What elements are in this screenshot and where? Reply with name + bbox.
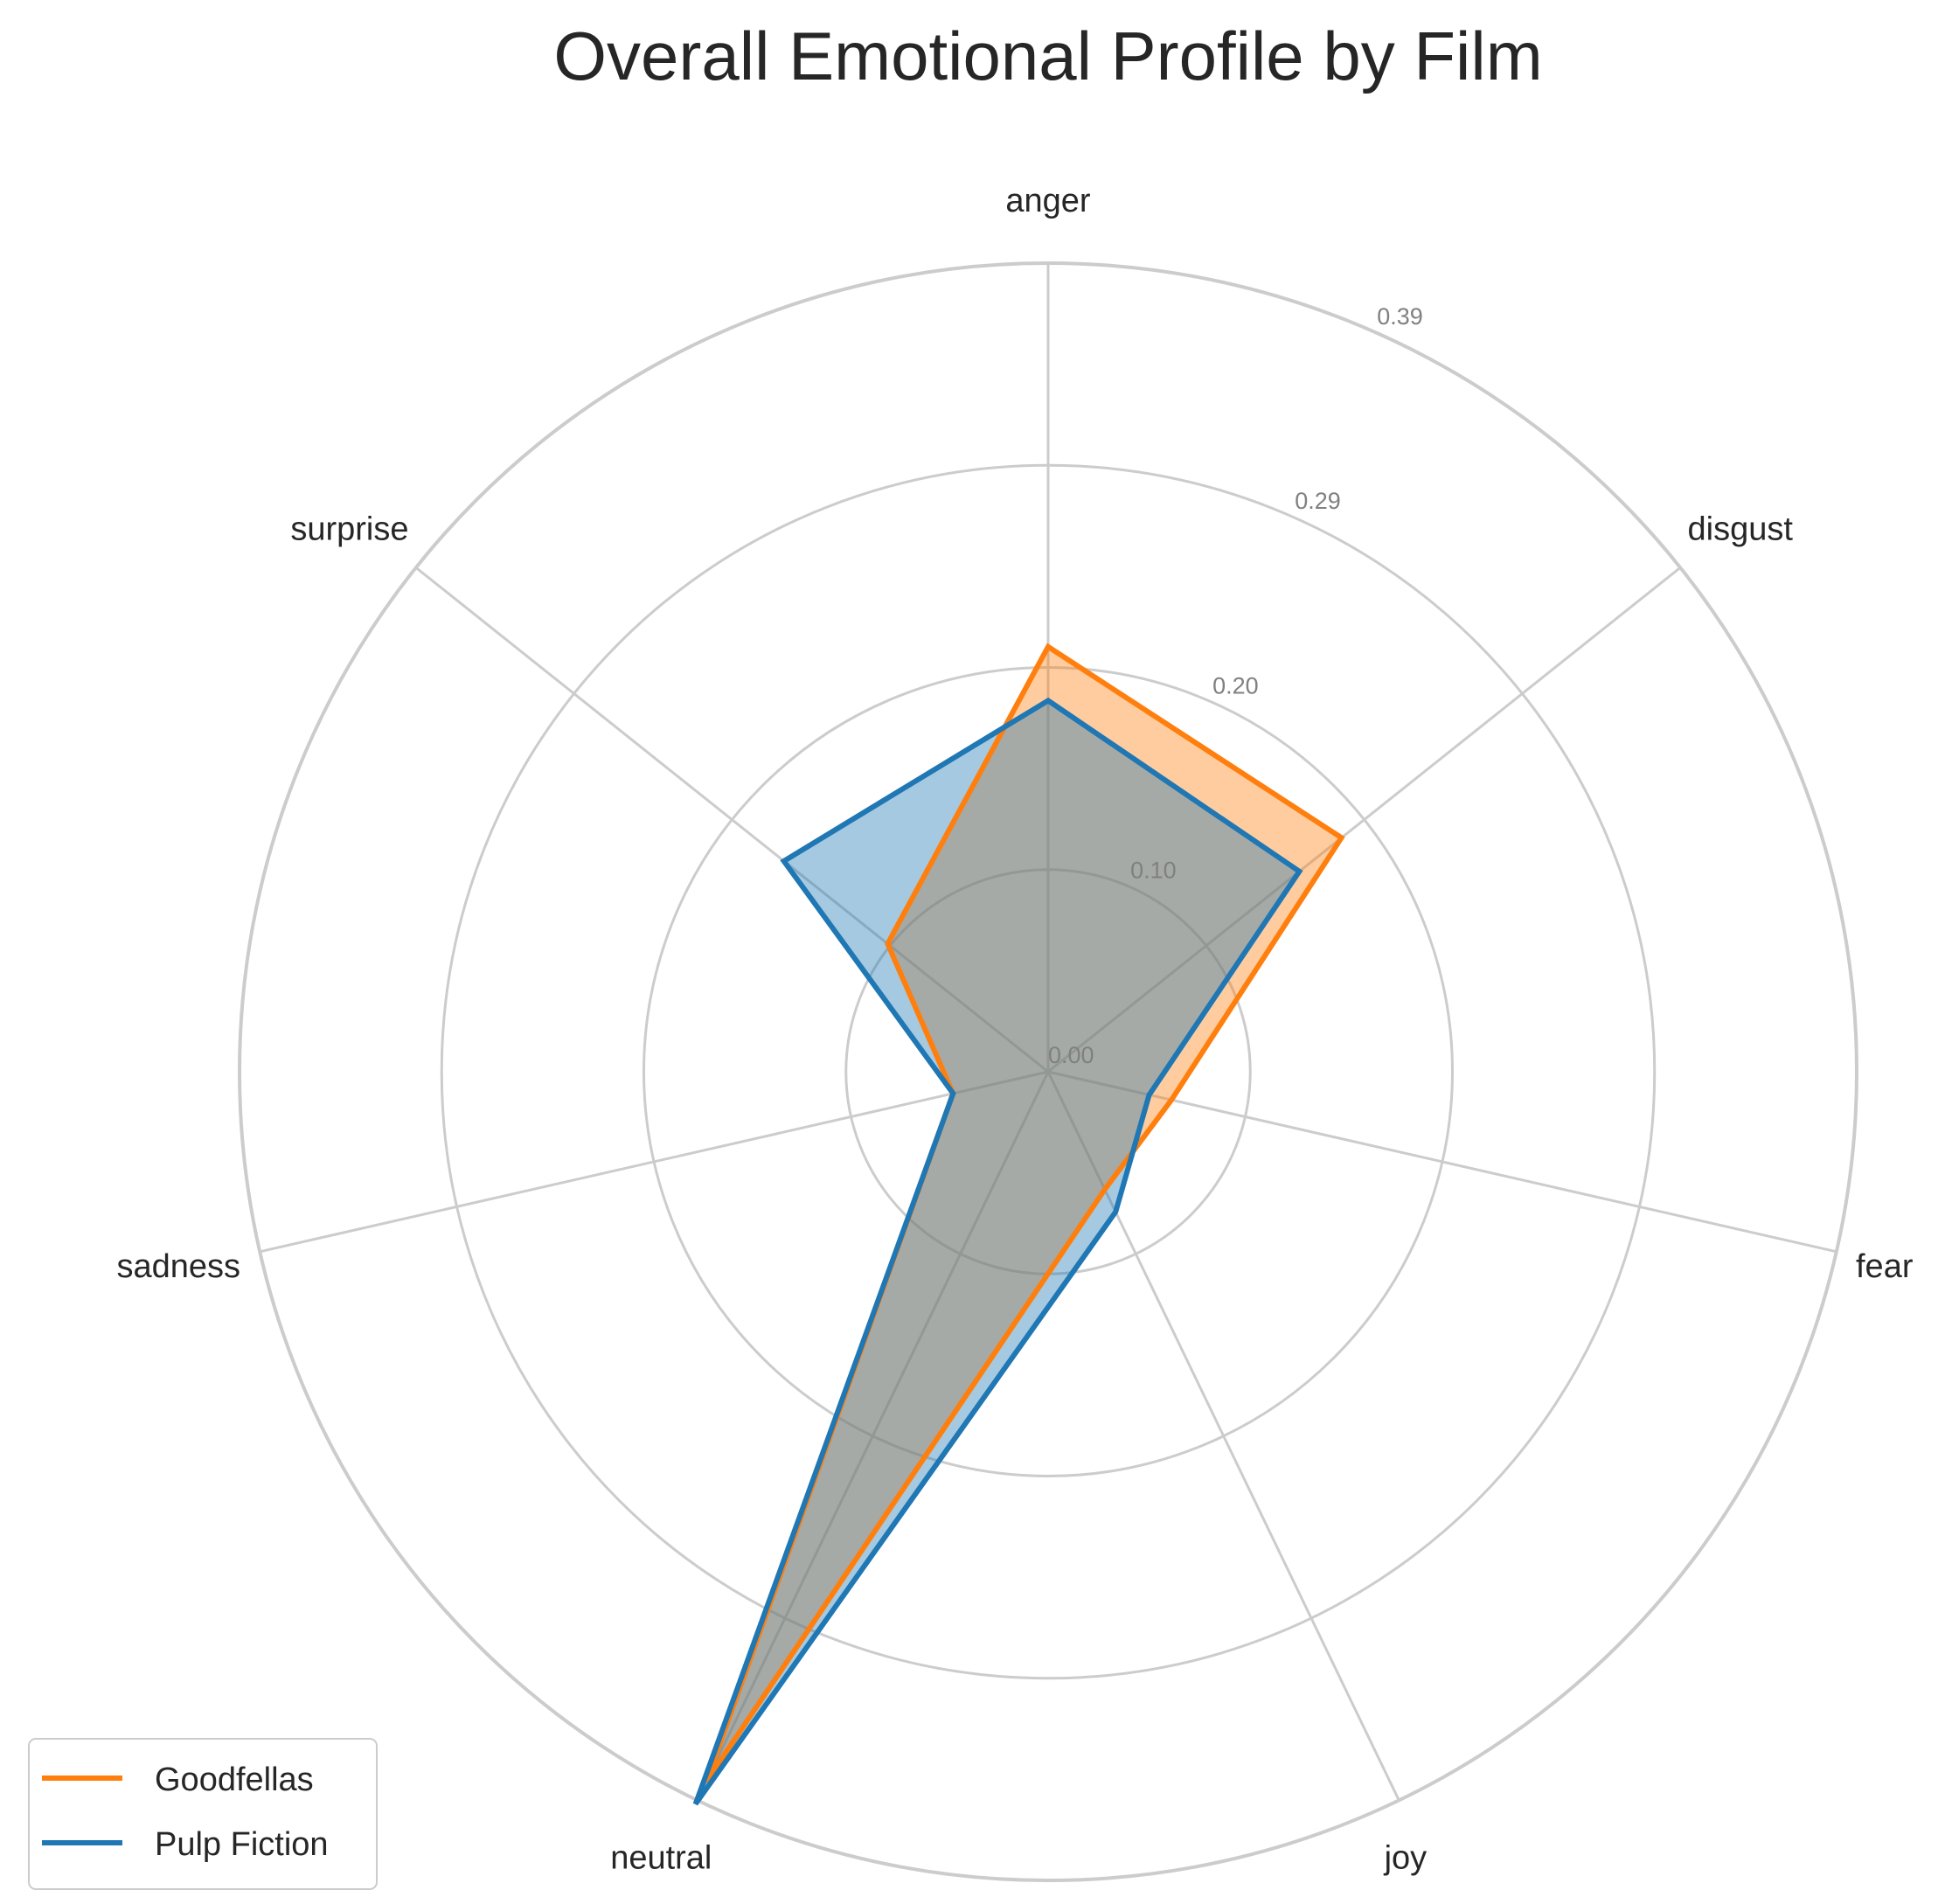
radial-tick-label: 0.00 [1048,1042,1094,1068]
spoke-joy [1046,1071,1400,1802]
series-line-pulp-fiction [692,697,1303,1806]
label-layer: anger disgust fear joy neutral sadness surpris… [116,183,1913,1876]
axis-label-surprise: surprise [290,511,408,547]
spoke-surprise [414,566,1049,1074]
axis-label-sadness: sadness [116,1248,240,1285]
axis-label-neutral: neutral [610,1839,712,1876]
radial-tick-label: 0.20 [1212,673,1259,699]
tick-layer: 0.00 0.10 0.20 0.29 0.39 [1048,303,1423,1068]
axis-label-disgust: disgust [1688,511,1794,547]
radial-tick-label: 0.10 [1130,858,1177,884]
spoke-sadness [259,1070,1049,1254]
axis-label-joy: joy [1384,1839,1428,1876]
legend: Goodfellas Pulp Fiction [28,1738,378,1890]
legend-label-pulp-fiction: Pulp Fiction [155,1826,329,1863]
radial-tick-label: 0.39 [1377,303,1423,330]
axis-label-fear: fear [1856,1248,1914,1285]
spoke-fear [1047,1070,1837,1254]
series-line-goodfellas [704,643,1345,1783]
radial-tick-label: 0.29 [1295,488,1341,514]
series-area-pulp-fiction [695,700,1300,1804]
axis-label-anger: anger [1005,183,1091,219]
grid-layer [238,261,1858,1882]
chart-title: Overall Emotional Profile by Film [553,17,1542,94]
series-layer [692,643,1345,1806]
series-area-goodfellas [705,646,1342,1782]
spoke-neutral [696,1071,1050,1802]
legend-label-goodfellas: Goodfellas [155,1762,314,1798]
spoke-disgust [1047,566,1682,1074]
